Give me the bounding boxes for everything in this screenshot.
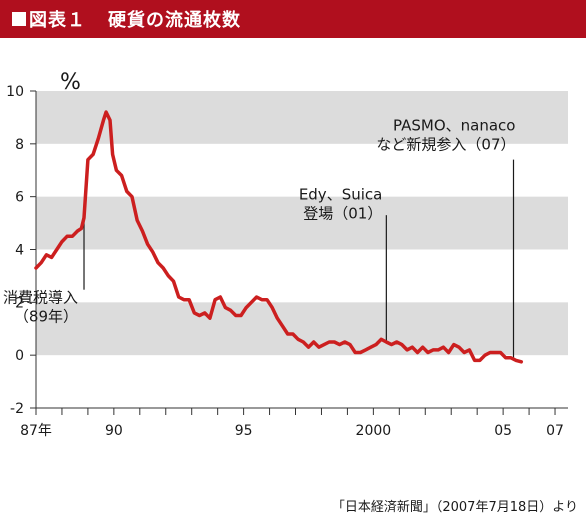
y-tick-label: 10 — [6, 84, 24, 100]
x-tick-label: 90 — [105, 423, 123, 439]
annotation-label: 消費税導入 — [3, 288, 78, 306]
x-tick-label: 05 — [494, 423, 512, 439]
y-tick-label: 4 — [15, 243, 24, 259]
y-tick-label: 6 — [15, 190, 24, 206]
source-citation: 「日本経済新聞」（2007年7月18日）より — [331, 500, 578, 515]
annotation-label: 登場（01） — [303, 204, 382, 222]
annotation-label: PASMO、nanaco — [393, 117, 515, 135]
x-tick-label: 2000 — [356, 423, 392, 439]
annotation-leaders — [83, 159, 515, 358]
series-line — [34, 110, 524, 364]
figure-title: 硬貨の流通枚数 — [108, 10, 241, 31]
grid-band — [36, 91, 568, 144]
grid-bands — [36, 91, 568, 356]
figure-title-bar: 図表１ 硬貨の流通枚数 — [0, 0, 586, 38]
y-tick-label: -2 — [10, 401, 24, 417]
y-tick-label: 2 — [15, 295, 24, 311]
x-axis-ticks: 87年 90 95 2000 05 07 — [20, 408, 564, 439]
x-tick-label: 95 — [235, 423, 253, 439]
y-tick-label: 8 — [15, 137, 24, 153]
y-axis-ticks: -2 0 2 4 6 8 10 — [6, 84, 36, 417]
square-bullet-icon — [12, 12, 26, 26]
y-axis-unit-label: % — [60, 70, 81, 95]
grid-band — [36, 196, 568, 250]
annotation-label: Edy、Suica — [299, 185, 383, 203]
y-tick-label: 0 — [15, 348, 24, 364]
grid-band — [36, 302, 568, 356]
x-tick-label: 07 — [546, 423, 564, 439]
line-chart: -2 0 2 4 6 8 10 87年 90 95 2000 05 07 % 消費税導入（89年） Ed… — [3, 70, 568, 439]
annotation-label: など新規参入（07） — [376, 136, 515, 154]
figure-label: 図表１ — [29, 10, 86, 31]
x-tick-label: 87年 — [20, 423, 52, 439]
annotation-label: （89年） — [14, 307, 78, 325]
